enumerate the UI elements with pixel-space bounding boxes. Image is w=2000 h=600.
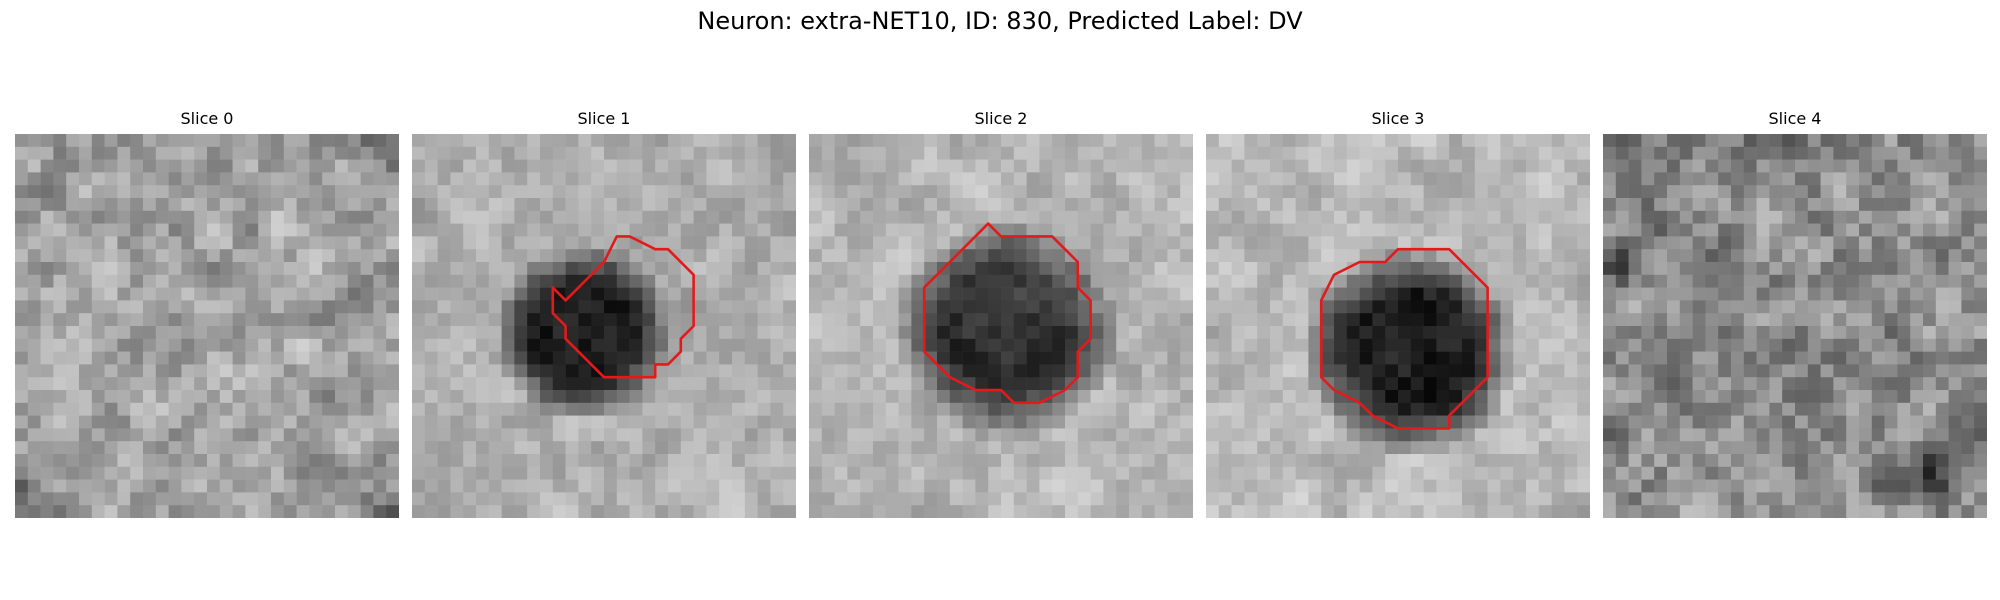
figure-title: Neuron: extra-NET10, ID: 830, Predicted … xyxy=(697,7,1303,35)
slice-pixels xyxy=(412,134,796,518)
slice-title: Slice 4 xyxy=(1768,109,1822,128)
slice-image-1 xyxy=(412,134,796,518)
slice-image-2 xyxy=(809,134,1193,518)
slice-image-4 xyxy=(1603,134,1987,518)
slice-title: Slice 3 xyxy=(1371,109,1425,128)
roi-contour xyxy=(922,222,1092,405)
slice-title: Slice 0 xyxy=(180,109,234,128)
roi-contour xyxy=(1319,247,1489,430)
slice-title: Slice 1 xyxy=(577,109,631,128)
slice-title: Slice 2 xyxy=(974,109,1028,128)
slice-image-0 xyxy=(15,134,399,518)
slice-pixels xyxy=(1206,134,1590,518)
slice-pixels xyxy=(1603,134,1987,518)
roi-contour xyxy=(551,235,695,379)
slice-image-3 xyxy=(1206,134,1590,518)
slice-pixels xyxy=(809,134,1193,518)
slice-pixels xyxy=(15,134,399,518)
